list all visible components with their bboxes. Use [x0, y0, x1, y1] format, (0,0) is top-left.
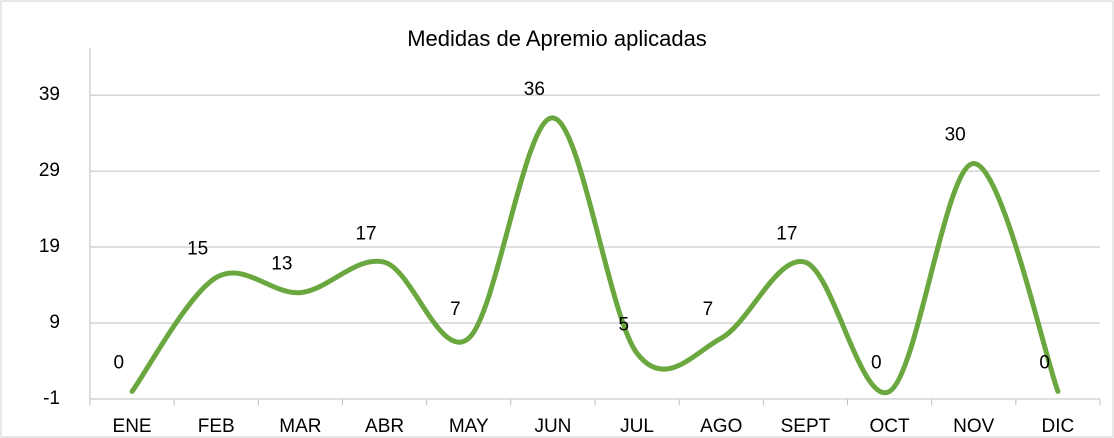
x-tick-label: ABR [365, 416, 404, 437]
data-label: 0 [871, 352, 882, 373]
y-tick-label: 29 [39, 160, 60, 181]
x-tick-label: JUL [620, 416, 654, 437]
x-tick-label: NOV [953, 416, 995, 437]
y-tick-label: -1 [43, 388, 60, 409]
data-label: 7 [450, 299, 461, 320]
data-label: 15 [187, 238, 208, 259]
x-tick-label: MAY [449, 416, 489, 437]
x-tick-label: SEPT [781, 416, 831, 437]
chart-title: Medidas de Apremio aplicadas [407, 26, 707, 51]
data-label: 36 [524, 79, 545, 100]
x-tick-label: OCT [870, 416, 911, 437]
data-label: 17 [355, 223, 376, 244]
data-label: 5 [619, 314, 630, 335]
data-line [129, 115, 1061, 396]
y-tick-label: 9 [49, 312, 60, 333]
data-label: 0 [114, 352, 125, 373]
y-tick-label: 19 [39, 236, 60, 257]
data-label: 7 [703, 299, 714, 320]
data-label: 13 [271, 254, 292, 275]
data-label: 0 [1039, 352, 1050, 373]
x-tick-label: DIC [1042, 416, 1075, 437]
y-tick-label: 39 [39, 84, 60, 105]
x-tick-label: JUN [534, 416, 571, 437]
x-tick-label: ENE [113, 416, 152, 437]
data-label: 30 [945, 124, 966, 145]
x-tick-label: MAR [279, 416, 321, 437]
data-label: 17 [776, 223, 797, 244]
x-tick-label: AGO [700, 416, 742, 437]
x-tick-label: FEB [198, 416, 235, 437]
